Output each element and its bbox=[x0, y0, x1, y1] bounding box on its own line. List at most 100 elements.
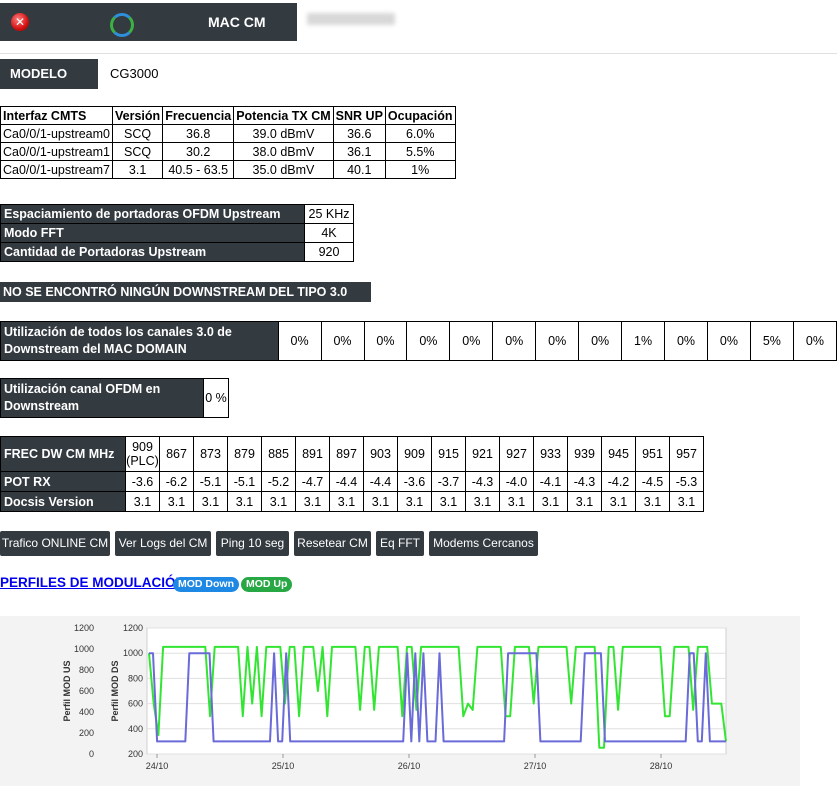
column-header: Frecuencia bbox=[162, 106, 235, 125]
table-cell: 40.1 bbox=[332, 160, 386, 179]
table-row: Espaciamiento de portadoras OFDM Upstrea… bbox=[0, 204, 354, 224]
pot-rx-cell: -6.2 bbox=[159, 471, 194, 492]
table-row: FREC DW CM MHz 909 (PLC) 867 873 879 885 891 8… bbox=[0, 436, 704, 472]
modelo-label: MODELO bbox=[0, 59, 98, 89]
divider bbox=[0, 53, 837, 54]
close-icon[interactable] bbox=[11, 13, 29, 31]
refresh-icon[interactable] bbox=[110, 13, 134, 37]
plc-note: (PLC) bbox=[126, 454, 159, 468]
ofdm-spacing-value: 25 KHz bbox=[304, 204, 354, 224]
label-line: Utilización de todos los canales 3.0 de bbox=[4, 325, 232, 339]
label-line: Downstream bbox=[4, 399, 80, 413]
pot-rx-cell: -4.1 bbox=[533, 471, 568, 492]
utilization-value: 0% bbox=[707, 321, 751, 361]
utilization-value: 0% bbox=[578, 321, 623, 361]
mod-up-badge[interactable]: MOD Up bbox=[241, 577, 293, 592]
column-header: Interfaz CMTS bbox=[0, 106, 114, 125]
table-cell: 36.8 bbox=[162, 124, 235, 143]
ds30-utilization-table: Utilización de todos los canales 3.0 de D… bbox=[0, 321, 837, 361]
mod-down-badge[interactable]: MOD Down bbox=[173, 577, 239, 592]
frequency-cell: 867 bbox=[159, 436, 194, 472]
trafico-online-button[interactable]: Trafico ONLINE CM bbox=[0, 531, 110, 556]
pot-rx-cell: -3.6 bbox=[125, 471, 160, 492]
frequency-cell: 873 bbox=[193, 436, 228, 472]
column-header: SNR UP bbox=[332, 106, 386, 125]
docsis-version-cell: 3.1 bbox=[397, 491, 432, 512]
frequency-cell: 903 bbox=[363, 436, 398, 472]
y-tick-label-ds: 800 bbox=[128, 673, 143, 683]
table-cell: 6.0% bbox=[384, 124, 456, 143]
y-axis-title-ds: Perfil MOD DS bbox=[110, 660, 120, 721]
utilization-value: 0% bbox=[664, 321, 708, 361]
x-tick-label: 27/10 bbox=[524, 761, 547, 771]
ofdm-spacing-label: Espaciamiento de portadoras OFDM Upstrea… bbox=[0, 204, 305, 224]
label-line: Utilización canal OFDM en bbox=[4, 382, 161, 396]
pot-rx-cell: -4.2 bbox=[601, 471, 636, 492]
y-tick-label-us: 400 bbox=[79, 707, 94, 717]
x-tick-label: 26/10 bbox=[398, 761, 421, 771]
column-header: Versión bbox=[112, 106, 164, 125]
table-row: Ca0/0/1-upstream7 3.1 40.5 - 63.5 35.0 d… bbox=[0, 160, 456, 179]
pot-rx-cell: -5.1 bbox=[193, 471, 228, 492]
pot-rx-cell: -5.3 bbox=[669, 471, 704, 492]
y-tick-label-ds: 400 bbox=[128, 724, 143, 734]
table-row: Docsis Version 3.1 3.1 3.1 3.1 3.1 3.1 3.1 3.1 3… bbox=[0, 491, 704, 512]
utilization-value: 5% bbox=[749, 321, 794, 361]
y-tick-label-ds: 200 bbox=[128, 749, 143, 759]
docsis-version-cell: 3.1 bbox=[261, 491, 296, 512]
y-tick-label-us: 1000 bbox=[74, 644, 94, 654]
docsis-version-cell: 3.1 bbox=[295, 491, 330, 512]
modems-cercanos-button[interactable]: Modems Cercanos bbox=[429, 531, 538, 556]
docsis-version-cell: 3.1 bbox=[431, 491, 466, 512]
table-cell: SCQ bbox=[112, 142, 164, 161]
docsis-version-cell: 3.1 bbox=[567, 491, 602, 512]
docsis-version-cell: 3.1 bbox=[465, 491, 500, 512]
eq-fft-button[interactable]: Eq FFT bbox=[376, 531, 424, 556]
table-cell: 39.0 dBmV bbox=[233, 124, 334, 143]
table-row: Utilización canal OFDM en Downstream 0 % bbox=[0, 378, 229, 418]
y-tick-label-us: 200 bbox=[79, 728, 94, 738]
y-tick-label-us: 800 bbox=[79, 665, 94, 675]
x-tick-label: 28/10 bbox=[650, 761, 673, 771]
ofdm-utilization-label: Utilización canal OFDM en Downstream bbox=[0, 378, 204, 418]
x-tick-label: 24/10 bbox=[146, 761, 169, 771]
frequency-cell: 951 bbox=[635, 436, 670, 472]
table-cell: 1% bbox=[384, 160, 456, 179]
ofdm-utilization-value: 0 % bbox=[203, 378, 229, 418]
table-cell: 3.1 bbox=[112, 160, 164, 179]
column-header: Ocupación bbox=[384, 106, 456, 125]
utilization-value: 0% bbox=[277, 321, 322, 361]
frequency-cell: 897 bbox=[329, 436, 364, 472]
table-cell: Ca0/0/1-upstream7 bbox=[0, 160, 114, 179]
docsis-version-cell: 3.1 bbox=[329, 491, 364, 512]
ping-button[interactable]: Ping 10 seg bbox=[216, 531, 289, 556]
table-row: Modo FFT 4K bbox=[0, 223, 354, 243]
ofdm-upstream-table: Espaciamiento de portadoras OFDM Upstrea… bbox=[0, 204, 354, 262]
pot-rx-cell: -4.4 bbox=[363, 471, 398, 492]
docsis-version-cell: 3.1 bbox=[635, 491, 670, 512]
y-tick-label-ds: 1200 bbox=[123, 623, 143, 633]
table-cell: 36.6 bbox=[332, 124, 386, 143]
docsis-version-cell: 3.1 bbox=[227, 491, 262, 512]
pot-rx-cell: -5.1 bbox=[227, 471, 262, 492]
table-cell: SCQ bbox=[112, 124, 164, 143]
carrier-count-value: 920 bbox=[304, 242, 354, 262]
frequency-cell: 957 bbox=[669, 436, 704, 472]
table-cell: Ca0/0/1-upstream0 bbox=[0, 124, 114, 143]
ver-logs-button[interactable]: Ver Logs del CM bbox=[115, 531, 211, 556]
y-tick-label-us: 0 bbox=[89, 749, 94, 759]
frequency-cell: 921 bbox=[465, 436, 500, 472]
fft-mode-label: Modo FFT bbox=[0, 223, 305, 243]
y-tick-label-ds: 1000 bbox=[123, 648, 143, 658]
resetear-button[interactable]: Resetear CM bbox=[294, 531, 371, 556]
y-tick-label-us: 600 bbox=[79, 686, 94, 696]
docsis-version-cell: 3.1 bbox=[601, 491, 636, 512]
pot-label: POT RX bbox=[0, 471, 126, 492]
frequency-cell: 891 bbox=[295, 436, 330, 472]
mod-up-series-line bbox=[148, 645, 727, 749]
mac-cm-title: MAC CM bbox=[208, 14, 266, 30]
modulation-chart: 1200 1000 800 600 400 200 1200 1000 800 600 400 200… bbox=[62, 623, 727, 771]
docsis-version-cell: 3.1 bbox=[193, 491, 228, 512]
no-downstream-message: NO SE ENCONTRÓ NINGÚN DOWNSTREAM DEL TIP… bbox=[0, 282, 371, 302]
perfiles-link[interactable]: PERFILES DE MODULACIÓN bbox=[0, 575, 186, 590]
